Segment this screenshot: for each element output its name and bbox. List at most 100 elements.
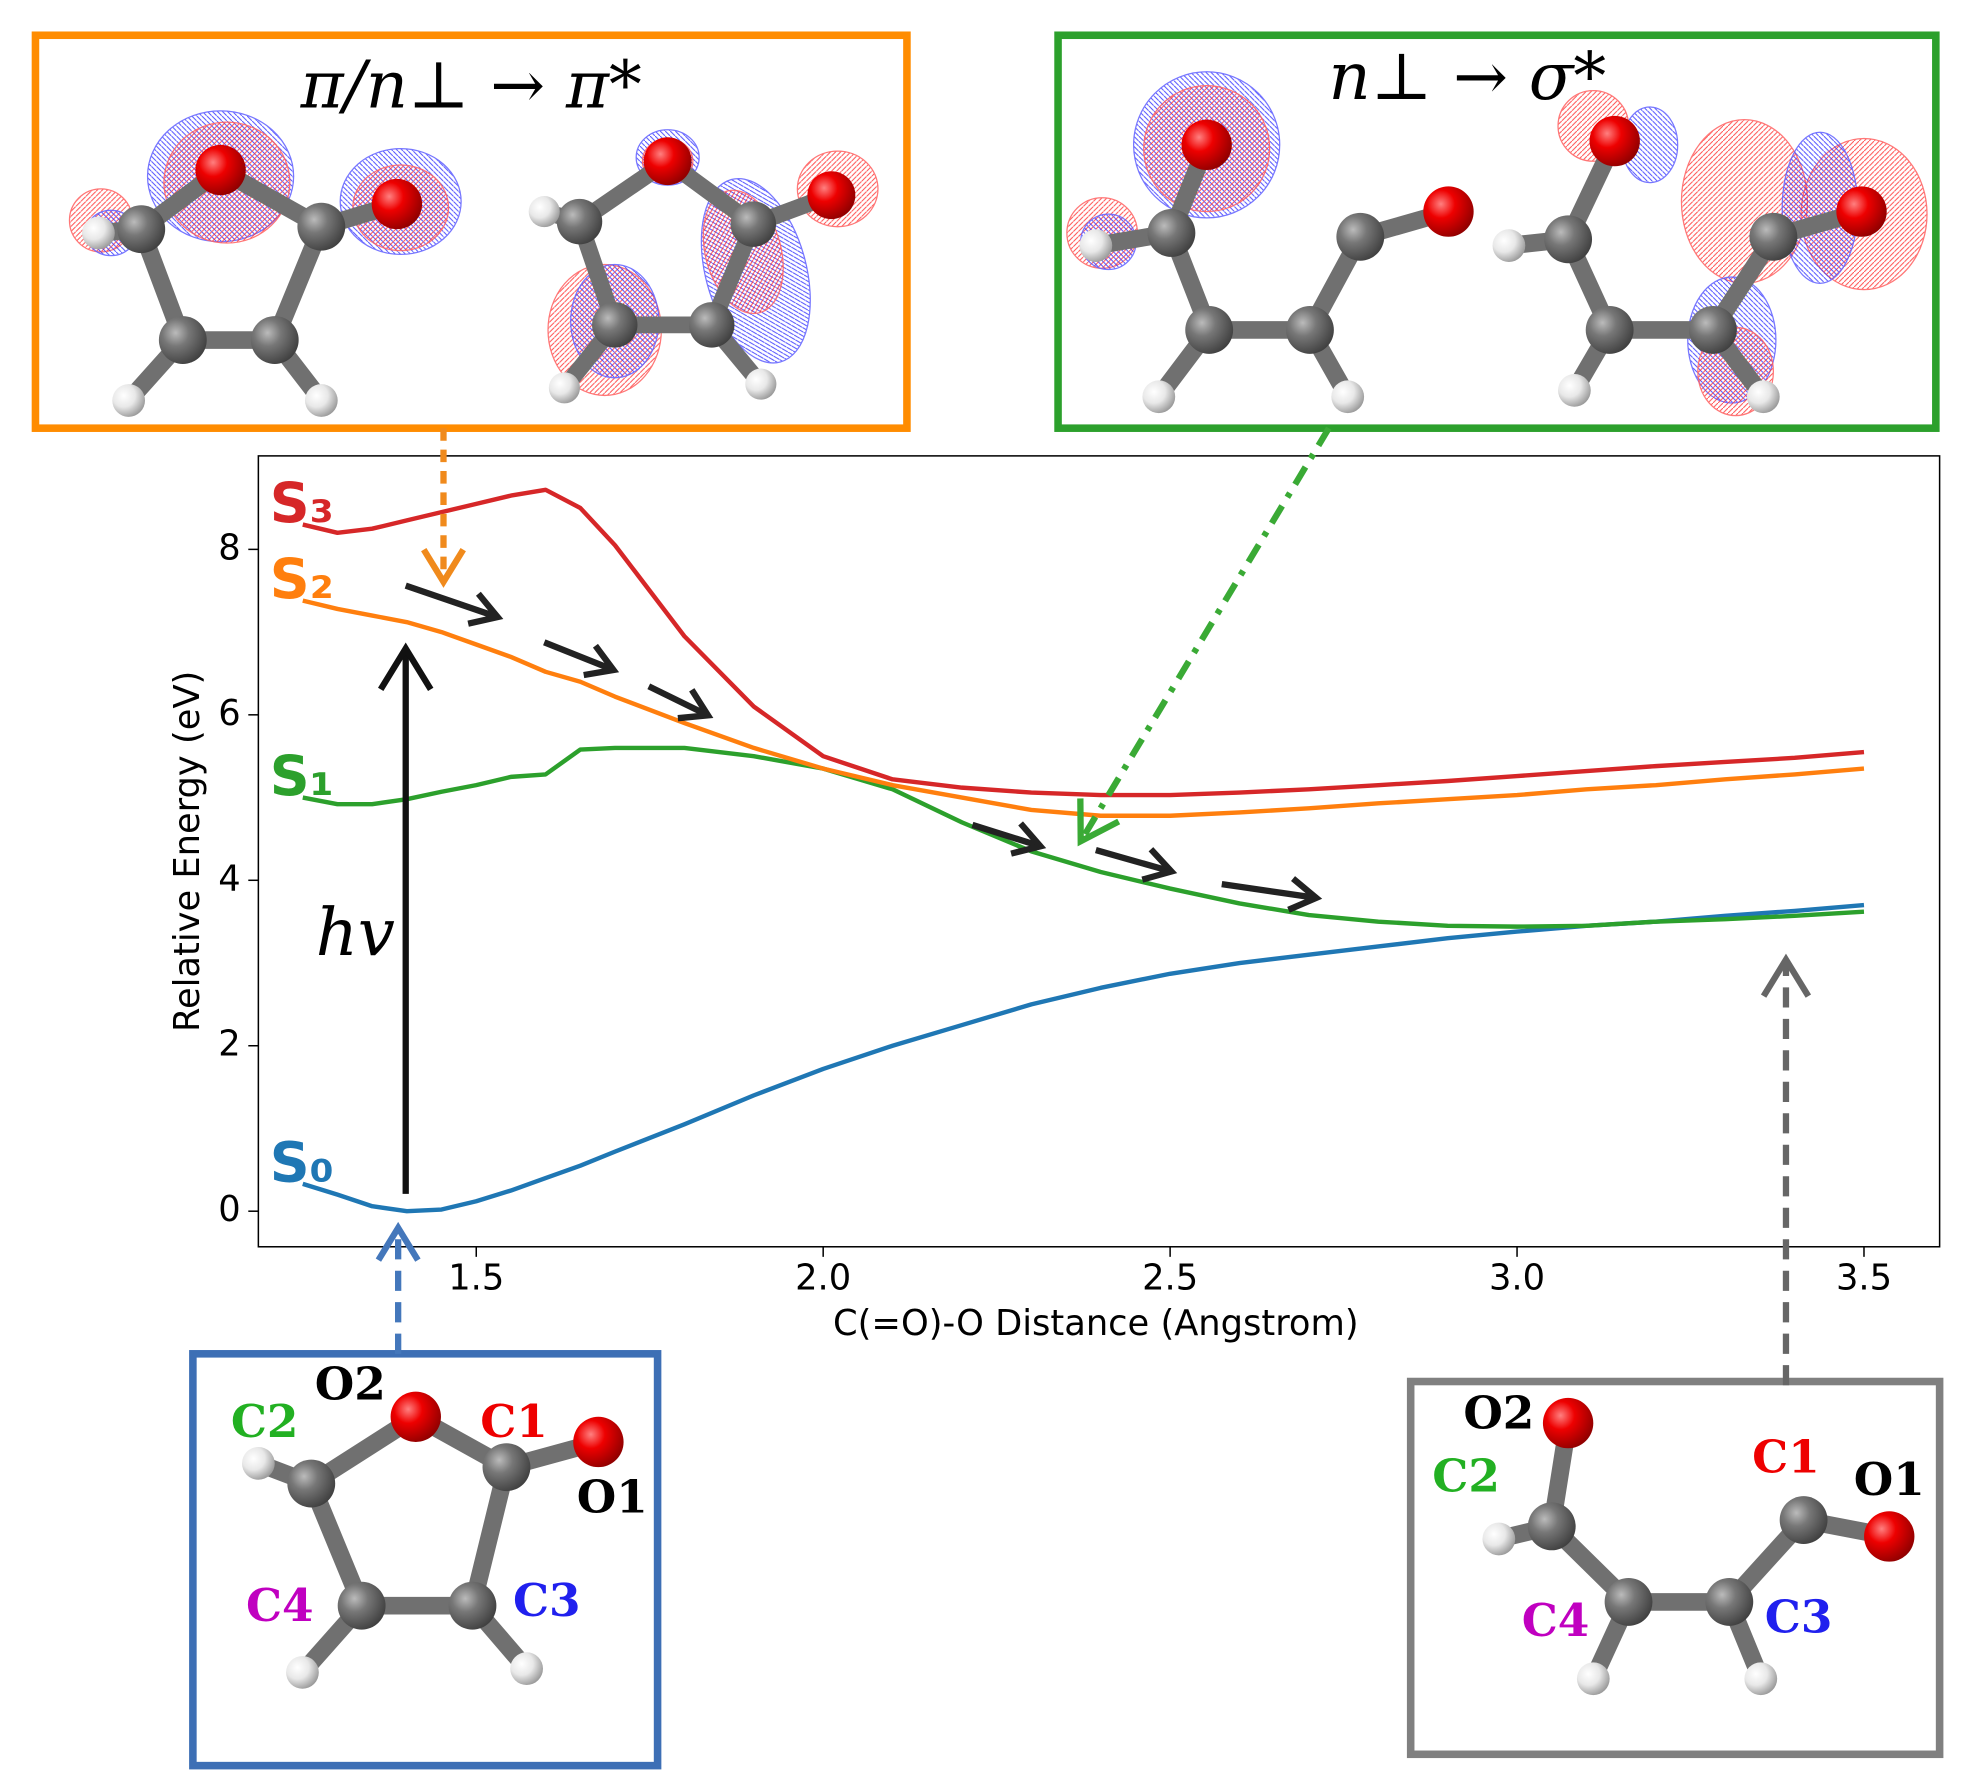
molecule — [1492, 115, 1887, 414]
molecule — [82, 144, 423, 417]
atom — [1558, 374, 1591, 407]
y-tick-label: 0 — [218, 1189, 240, 1230]
atom — [1181, 119, 1232, 171]
atom — [158, 316, 207, 364]
plot-frame — [257, 455, 1941, 1248]
atom — [337, 1581, 386, 1630]
atom — [448, 1581, 497, 1630]
molecule — [1482, 1397, 1915, 1696]
arrow-head — [375, 1221, 421, 1262]
atom — [371, 178, 423, 230]
atom — [1482, 1522, 1516, 1556]
arrows — [375, 426, 1812, 1386]
arrow-shaft — [543, 639, 615, 673]
atom — [1286, 306, 1334, 354]
molecule — [241, 1391, 624, 1689]
atom-labels: O2 C1 O1 C2 C4 C3 O2 C2 C1 O1 C4 C3 — [231, 1356, 1925, 1647]
atom — [1079, 229, 1113, 262]
y-tick-label: 4 — [218, 858, 240, 899]
molecule — [528, 137, 856, 404]
atom — [286, 1656, 319, 1689]
structure-box — [1406, 1377, 1944, 1759]
atom — [548, 372, 580, 404]
atom — [1542, 1397, 1594, 1449]
y-tick-label: 2 — [218, 1024, 240, 1065]
annotation-transition: π/n⊥ → π* — [300, 48, 642, 124]
atom — [1705, 1577, 1754, 1626]
atom-label: C3 — [1765, 1589, 1833, 1643]
atom — [297, 202, 346, 251]
molecules — [68, 71, 1928, 1696]
x-axis-label: C(=O)-O Distance (Angstrom) — [833, 1303, 1359, 1344]
atom — [287, 1459, 336, 1508]
atom-label: C4 — [246, 1578, 314, 1632]
atom-label: O1 — [1854, 1452, 1925, 1506]
atom — [1423, 186, 1474, 237]
series-label: S₂ — [270, 548, 334, 612]
atom — [1604, 1577, 1653, 1626]
atom — [1689, 306, 1737, 354]
panel-frames — [31, 31, 1944, 1770]
annotation-transition: n⊥ → σ* — [1329, 39, 1607, 115]
atom — [528, 196, 560, 228]
atom — [241, 1447, 275, 1480]
atom — [689, 302, 735, 348]
atom — [1185, 306, 1234, 354]
molecule — [1079, 119, 1474, 414]
x-tick-label: 2.5 — [1142, 1258, 1198, 1299]
y-tick-label: 6 — [218, 693, 240, 734]
atom-label: O2 — [315, 1356, 386, 1410]
atom — [1492, 229, 1526, 262]
atom — [573, 1416, 624, 1468]
atom — [1331, 380, 1365, 414]
arrow-shaft — [971, 821, 1042, 850]
atom-label: C3 — [513, 1573, 581, 1627]
atom — [745, 368, 777, 400]
atom — [1527, 1502, 1576, 1551]
series-label: S₁ — [270, 745, 334, 809]
atom — [250, 316, 299, 364]
arrow-shaft — [1094, 847, 1173, 875]
x-tick-label: 1.5 — [448, 1258, 504, 1299]
arrow-shaft — [1078, 426, 1332, 843]
atom — [117, 205, 166, 254]
series-label: S₀ — [270, 1131, 334, 1195]
arrow-head — [1010, 821, 1047, 857]
arrow-shaft — [647, 683, 710, 719]
series-label: S₃ — [270, 472, 334, 536]
atom — [482, 1443, 531, 1492]
atom — [592, 302, 638, 348]
atom — [643, 137, 692, 186]
arrow-head — [677, 688, 714, 722]
atom — [112, 384, 146, 417]
atom — [1589, 115, 1640, 167]
series-line — [302, 598, 1865, 818]
y-tick-label: 8 — [218, 527, 240, 568]
arrow-head — [421, 547, 466, 588]
atom — [1544, 215, 1593, 264]
atom-label: C4 — [1522, 1593, 1590, 1647]
atom — [556, 198, 603, 245]
atom-label: C1 — [1752, 1429, 1820, 1483]
orbital-box — [31, 31, 911, 432]
x-tick-label: 2.0 — [795, 1258, 851, 1299]
arrow-shaft — [1221, 880, 1317, 902]
x-tick-label: 3.5 — [1836, 1258, 1892, 1299]
atom-label: C2 — [231, 1394, 299, 1448]
x-tick-label: 3.0 — [1489, 1258, 1545, 1299]
arrow-head — [583, 643, 620, 679]
atom — [1779, 1496, 1828, 1544]
arrow-shaft — [404, 582, 499, 621]
atom — [304, 384, 338, 417]
arrow-head — [1287, 876, 1323, 913]
series-line — [302, 487, 1865, 798]
atom — [510, 1652, 543, 1686]
atom — [1142, 380, 1176, 414]
atom — [82, 216, 115, 250]
atom — [1836, 186, 1887, 237]
arrow-head — [378, 642, 434, 692]
arrow-head — [467, 591, 504, 627]
arrow-head — [1141, 847, 1178, 883]
plot: 1.5 2.0 2.5 3.0 3.5 0 2 4 6 8 S₀ S₁ S₂ S₃ — [218, 455, 1941, 1299]
